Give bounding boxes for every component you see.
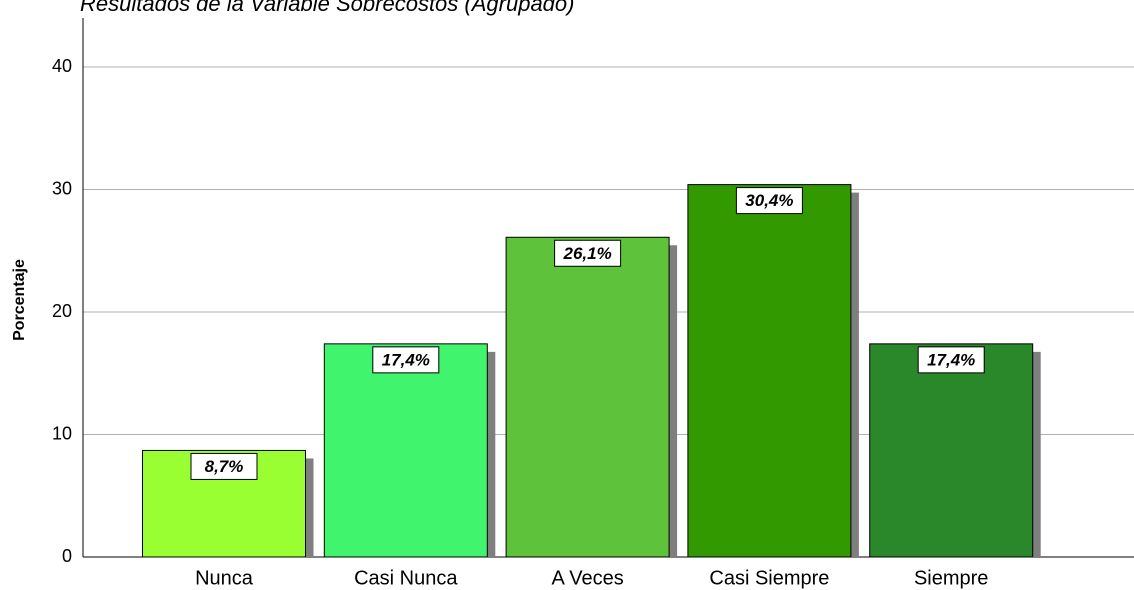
value-label-box xyxy=(917,346,985,374)
bar xyxy=(323,343,488,558)
x-tick-label: Casi Siempre xyxy=(709,567,829,589)
bar xyxy=(687,184,852,558)
value-label: 17,4% xyxy=(927,350,975,369)
value-label-box xyxy=(554,239,622,267)
y-tick-label: 10 xyxy=(52,423,72,443)
value-label-box xyxy=(735,187,803,215)
value-label: 17,4% xyxy=(382,350,430,369)
y-axis-label: Porcentaje xyxy=(11,259,28,341)
y-tick-label: 20 xyxy=(52,301,72,321)
value-label: 8,7% xyxy=(205,457,244,476)
value-label-box xyxy=(372,346,440,374)
x-tick-label: Nunca xyxy=(195,567,254,589)
x-tick-label: Siempre xyxy=(914,567,988,589)
bar xyxy=(505,236,670,558)
bar xyxy=(869,343,1034,558)
y-tick-label: 40 xyxy=(52,56,72,76)
value-label: 30,4% xyxy=(745,191,793,210)
y-tick-label: 30 xyxy=(52,178,72,198)
y-tick-label: 0 xyxy=(62,546,72,566)
x-tick-label: A Veces xyxy=(551,567,623,589)
x-tick-label: Casi Nunca xyxy=(354,567,458,589)
value-label: 26,1% xyxy=(562,244,611,263)
value-label-box xyxy=(190,452,258,480)
chart-title: Resultados de la Variable Sobrecostos (A… xyxy=(80,0,574,16)
